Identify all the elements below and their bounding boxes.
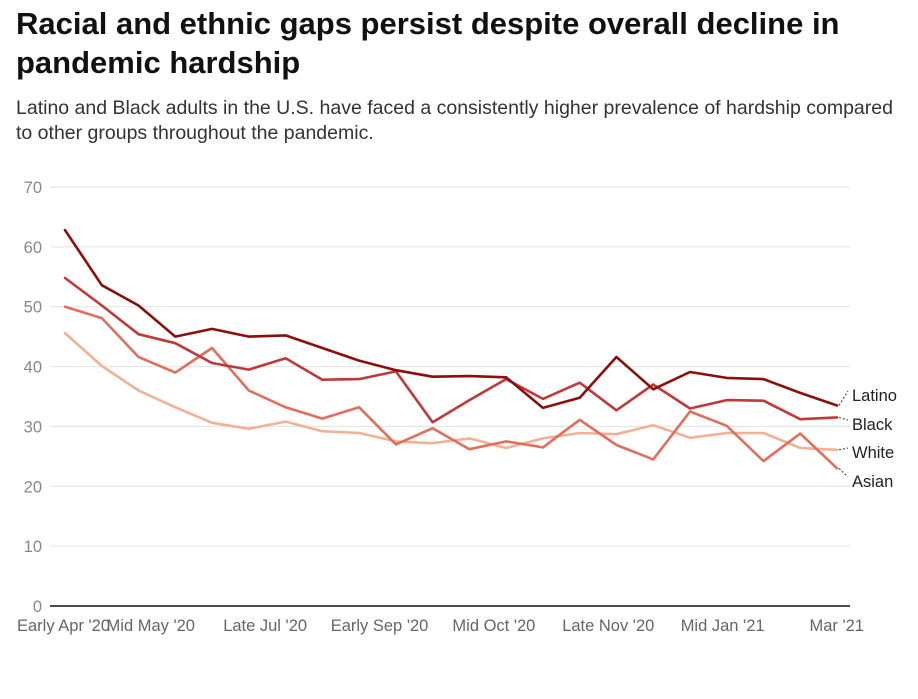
y-tick-label: 70 [24,179,42,197]
series-line-white [63,331,839,452]
y-tick-label: 20 [24,478,42,496]
x-tick-label: Early Sep '20 [331,617,429,635]
series-line-asian [63,305,839,470]
series-line-latino [63,228,839,410]
chart-title: Racial and ethnic gaps persist despite o… [16,6,840,80]
x-tick-label: Late Jul '20 [223,617,307,635]
series-label-asian: Asian [852,473,893,491]
y-tick-label: 40 [24,359,42,377]
series-label-white: White [852,444,894,462]
y-tick-label: 30 [24,418,42,436]
leader-line [838,390,849,406]
y-tick-label: 60 [24,239,42,257]
x-tick-label: Mid Jan '21 [681,617,765,635]
x-tick-label: Mid Oct '20 [452,617,535,635]
leader-line [838,447,849,451]
chart-subtitle: Latino and Black adults in the U.S. have… [16,97,893,144]
y-tick-label: 10 [24,538,42,556]
y-tick-label: 50 [24,299,42,317]
x-tick-label: Late Nov '20 [562,617,654,635]
x-tick-label: Mar '21 [809,617,864,635]
series-label-latino: Latino [852,387,897,405]
leader-line [838,416,849,421]
series-label-black: Black [852,416,893,434]
leader-line [838,467,849,478]
y-tick-label: 0 [33,598,42,616]
series-line-black [63,276,839,424]
x-tick-label: Early Apr '20 [17,617,110,635]
x-tick-label: Mid May '20 [107,617,195,635]
